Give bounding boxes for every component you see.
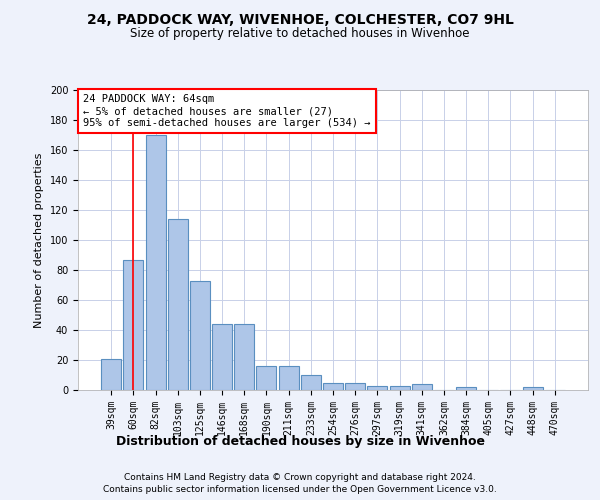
Text: Size of property relative to detached houses in Wivenhoe: Size of property relative to detached ho… <box>130 28 470 40</box>
Bar <box>234 324 254 390</box>
Y-axis label: Number of detached properties: Number of detached properties <box>34 152 44 328</box>
Bar <box>146 135 166 390</box>
Bar <box>523 387 542 390</box>
Bar <box>389 386 410 390</box>
Bar <box>256 366 277 390</box>
Bar <box>301 375 321 390</box>
Bar <box>101 358 121 390</box>
Bar <box>323 382 343 390</box>
Text: Contains public sector information licensed under the Open Government Licence v3: Contains public sector information licen… <box>103 485 497 494</box>
Bar <box>412 384 432 390</box>
Bar <box>456 387 476 390</box>
Bar <box>367 386 388 390</box>
Bar <box>124 260 143 390</box>
Text: 24 PADDOCK WAY: 64sqm
← 5% of detached houses are smaller (27)
95% of semi-detac: 24 PADDOCK WAY: 64sqm ← 5% of detached h… <box>83 94 371 128</box>
Bar <box>278 366 299 390</box>
Text: Distribution of detached houses by size in Wivenhoe: Distribution of detached houses by size … <box>115 435 485 448</box>
Bar <box>190 280 210 390</box>
Bar <box>212 324 232 390</box>
Bar <box>168 219 188 390</box>
Bar <box>345 382 365 390</box>
Text: 24, PADDOCK WAY, WIVENHOE, COLCHESTER, CO7 9HL: 24, PADDOCK WAY, WIVENHOE, COLCHESTER, C… <box>86 12 514 26</box>
Text: Contains HM Land Registry data © Crown copyright and database right 2024.: Contains HM Land Registry data © Crown c… <box>124 472 476 482</box>
